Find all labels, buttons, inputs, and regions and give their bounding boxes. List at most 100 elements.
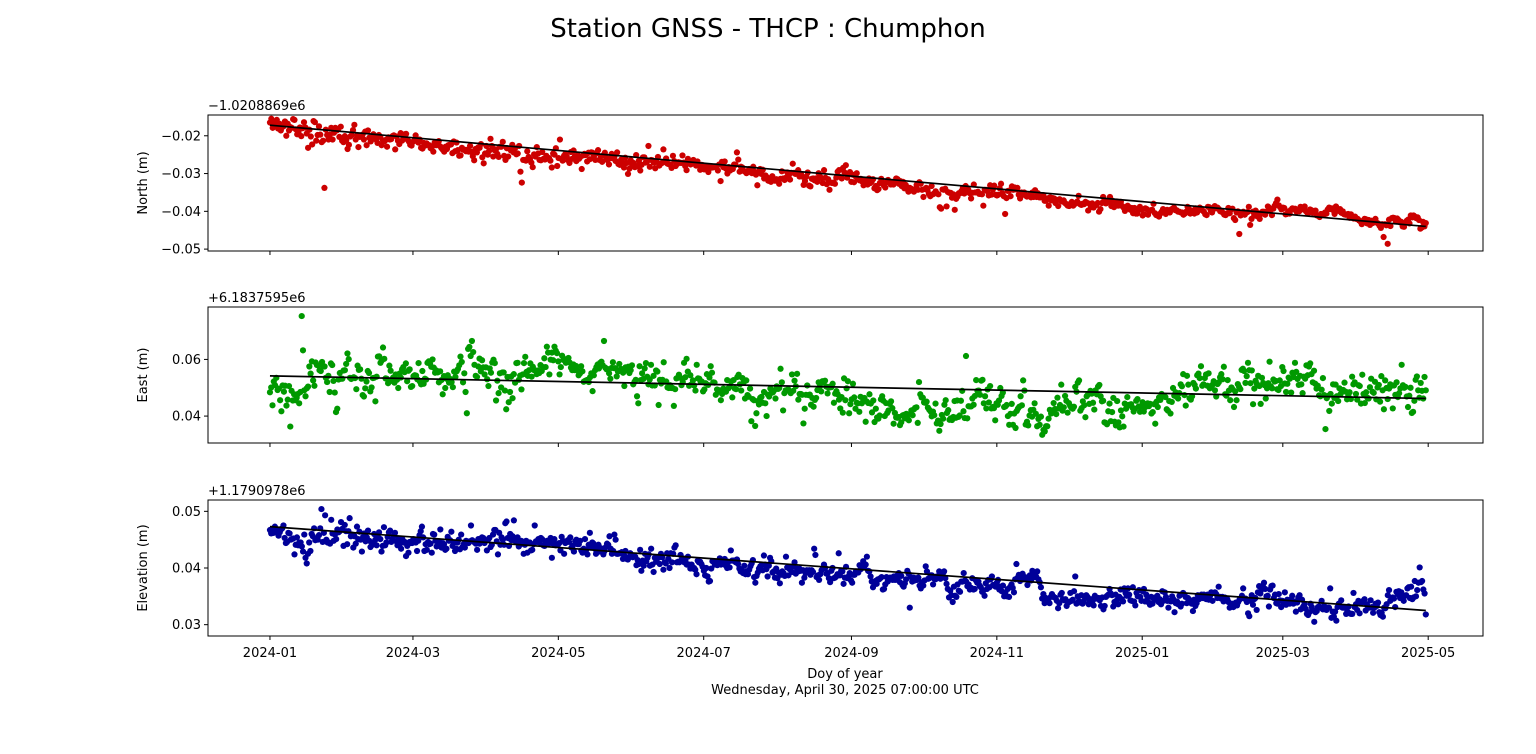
data-point [467,522,475,529]
data-point [1115,419,1122,426]
data-point [1232,216,1239,224]
data-point [1101,602,1108,610]
data-point [322,512,329,519]
data-point [351,121,358,128]
data-point [1036,421,1043,428]
data-point [1422,611,1429,618]
data-point [1082,414,1089,421]
data-point [1124,394,1131,401]
data-point [300,119,308,126]
data-point [1097,205,1104,213]
data-point [458,358,465,366]
data-point [355,144,362,151]
data-point [780,407,787,414]
data-point [1312,207,1319,214]
data-point [415,537,422,544]
data-point [1412,593,1420,600]
data-point [343,137,350,144]
data-point [578,363,585,370]
data-point [419,367,426,375]
data-point [733,386,740,393]
data-point [360,136,367,143]
data-point [655,401,662,409]
data-point [357,366,364,373]
data-point [1262,395,1269,402]
x-tick-label: 2024-03 [386,646,440,661]
data-point [287,423,294,430]
data-point [1400,597,1407,604]
data-point [878,573,885,581]
data-point [1333,617,1340,624]
data-point [487,135,494,142]
data-point [330,377,337,385]
data-point [814,178,821,185]
data-point [1350,589,1357,597]
data-point [524,148,531,155]
data-point [307,133,314,140]
data-point [635,400,642,407]
data-point [627,367,634,374]
data-point [303,560,310,567]
data-point [368,384,375,391]
data-point [328,516,335,523]
data-point [636,363,643,370]
data-point [570,548,578,555]
data-point [1242,379,1249,387]
data-point [1114,397,1121,405]
data-point [529,164,536,171]
data-point [928,182,935,190]
data-point [1390,595,1398,602]
data-point [1247,221,1254,229]
data-point [646,376,653,383]
data-point [862,561,869,568]
data-point [298,133,305,140]
data-point [1378,373,1385,380]
data-point [1167,410,1174,417]
data-point [922,563,929,570]
data-point [727,547,734,554]
data-point [748,418,755,425]
data-point [307,547,314,555]
data-point [492,397,500,404]
data-point [403,130,410,137]
data-point [703,564,710,572]
data-point [1119,598,1127,605]
data-point [1018,402,1025,409]
data-point [1247,380,1254,387]
data-point [798,579,806,586]
data-point [772,395,779,402]
data-point [612,536,619,543]
data-point [1243,373,1250,380]
data-point [763,412,770,420]
data-point [953,593,960,601]
data-point [326,388,333,396]
data-point [1132,602,1139,609]
data-point [1404,403,1412,411]
data-point [1402,383,1409,390]
data-point [1005,593,1013,601]
data-point [964,415,971,422]
north-panel: −0.02 −0.03 −0.04 −0.05 −1.0208869e6 North (m… [136,99,1484,258]
figure-title: Station GNSS - THCP : Chumphon [550,14,986,44]
data-point [298,543,305,550]
data-point [1070,588,1078,595]
data-point [842,162,849,169]
data-point [672,542,679,549]
data-point [872,405,879,412]
data-point [304,383,312,390]
x-tick-label: 2025-03 [1256,646,1310,661]
data-point [1257,400,1264,407]
data-point [310,377,317,384]
data-point [539,148,546,156]
data-point [430,148,437,155]
data-point [638,567,645,574]
data-point [299,347,307,354]
data-point [1220,363,1227,370]
data-point [923,568,931,575]
data-point [654,368,661,375]
data-point [760,552,768,559]
data-point [337,123,344,130]
data-point [778,379,785,386]
data-point [726,564,733,571]
y-tick-label: −0.05 [161,243,201,258]
